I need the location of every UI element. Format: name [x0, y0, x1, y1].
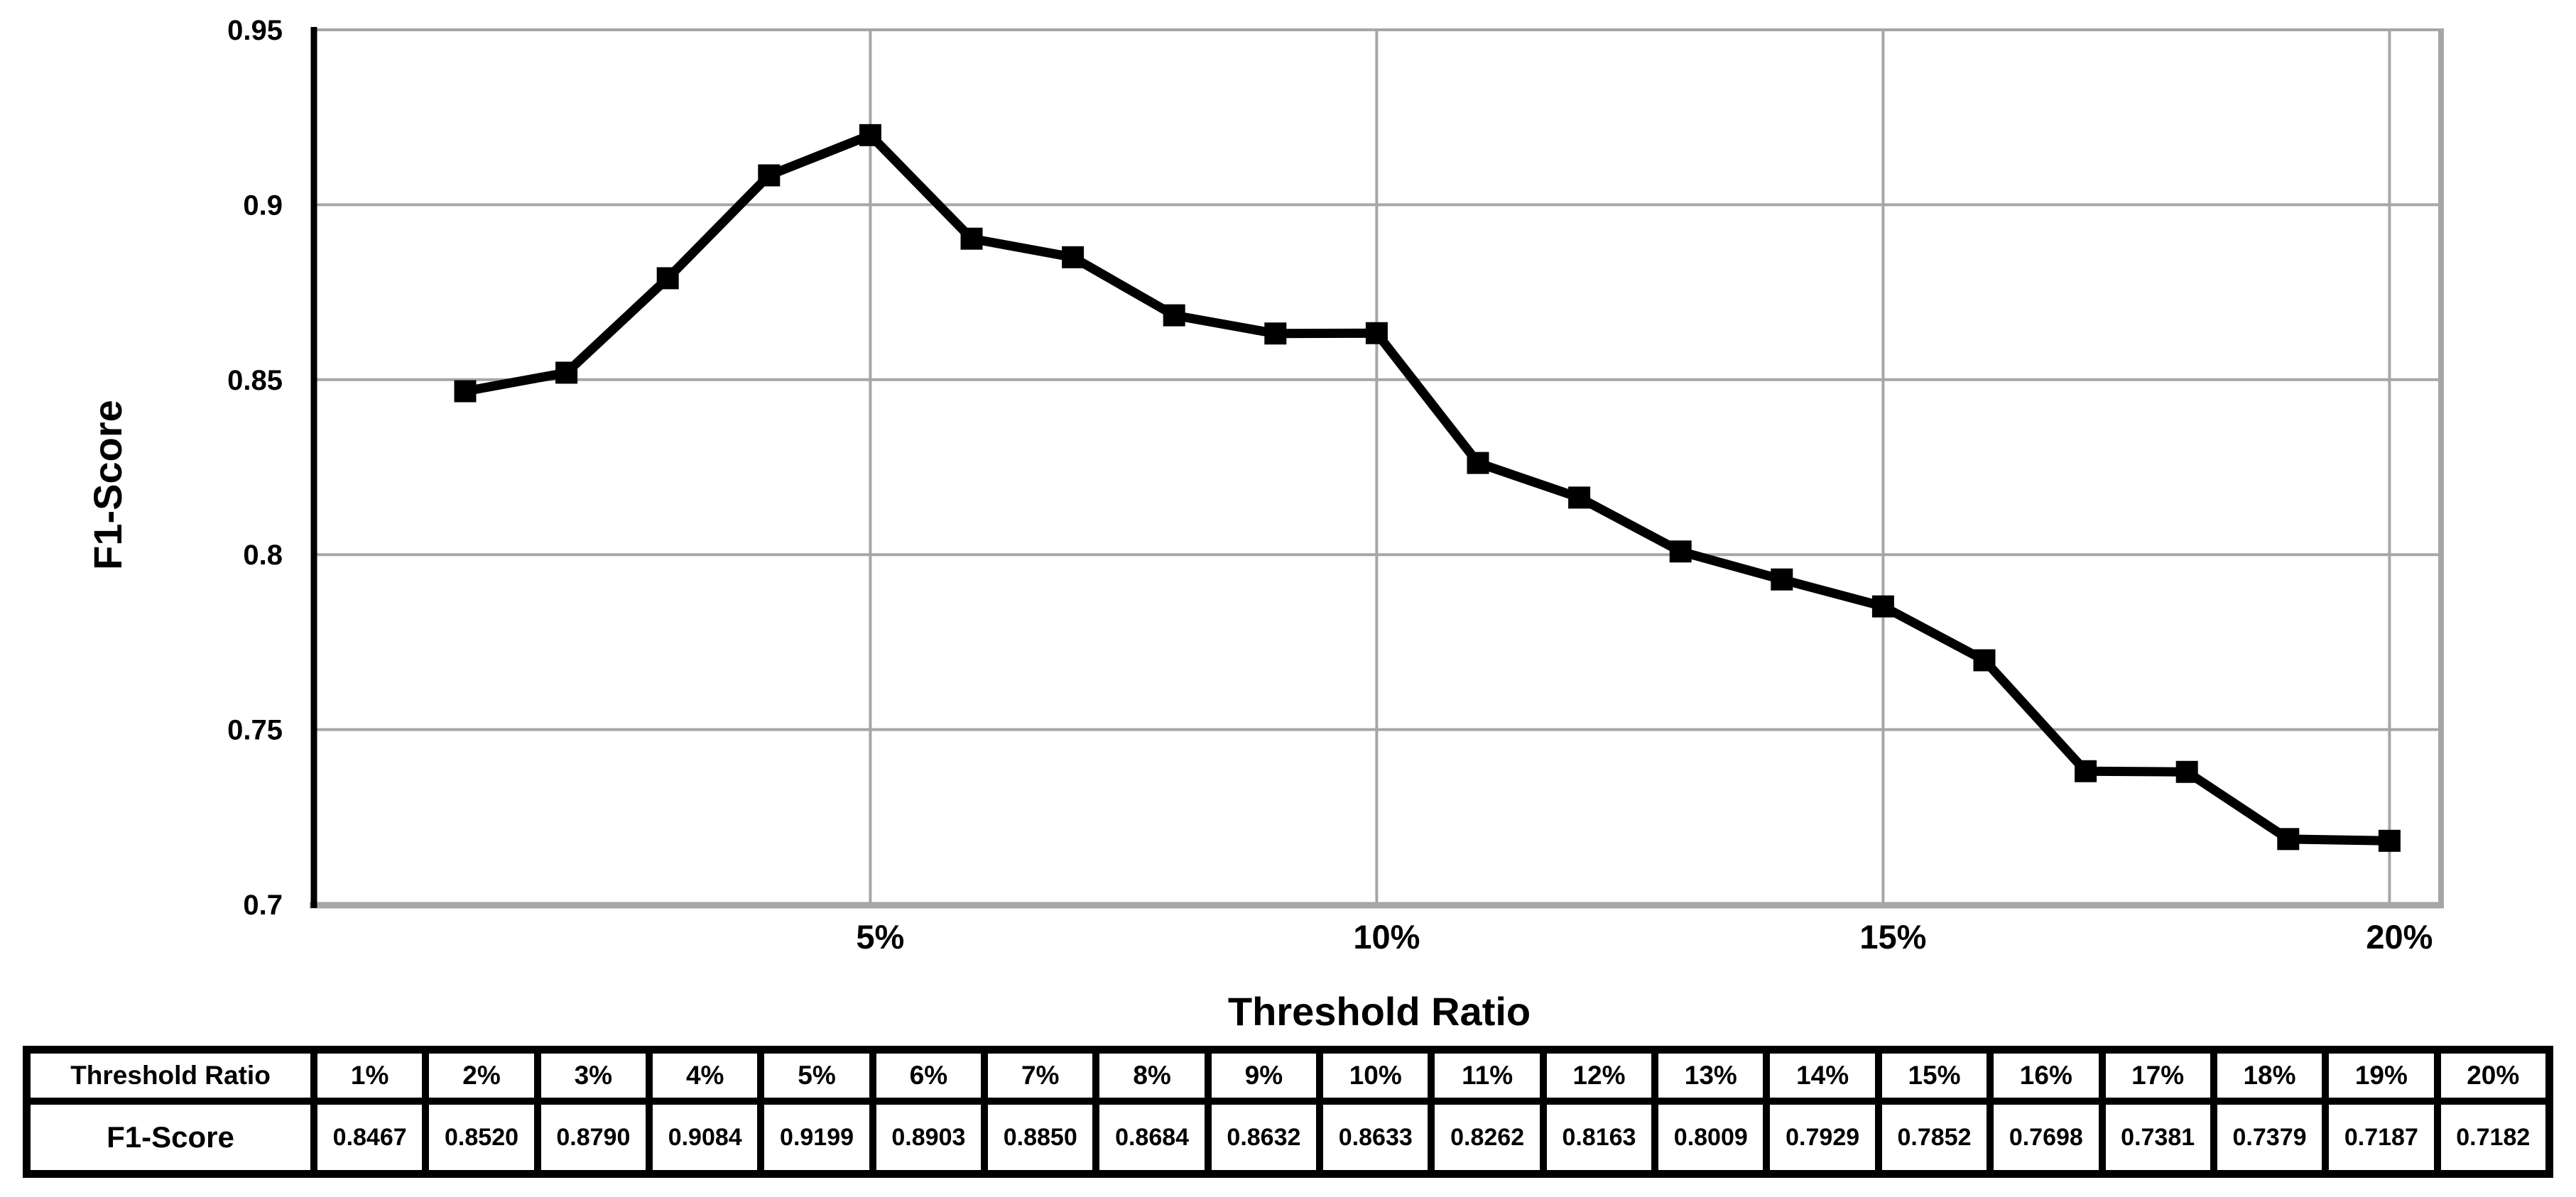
value-cell: 0.8633: [1320, 1101, 1432, 1174]
value-cell: 0.7852: [1878, 1101, 1991, 1174]
data-point-marker: [2378, 829, 2401, 852]
value-cell: 0.8163: [1543, 1101, 1656, 1174]
y-tick-label: 0.85: [227, 365, 283, 396]
column-header-cell: 12%: [1543, 1050, 1656, 1101]
value-cell: 0.8009: [1655, 1101, 1767, 1174]
value-cell: 0.7379: [2213, 1101, 2326, 1174]
column-header-cell: 1%: [314, 1050, 426, 1101]
y-tick-label: 0.7: [243, 890, 283, 921]
tick-labels: 0.95 0.9 0.85 0.8 0.75 0.7 5% 10% 15% 20%: [227, 15, 2433, 956]
data-point-marker: [1467, 452, 1489, 474]
value-cell: 0.8850: [984, 1101, 1097, 1174]
value-cell: 0.9199: [761, 1101, 873, 1174]
column-header-cell: 2%: [425, 1050, 538, 1101]
series-line: [460, 130, 2394, 846]
column-header-cell: 18%: [2213, 1050, 2326, 1101]
column-header-cell: 10%: [1320, 1050, 1432, 1101]
column-header-cell: 17%: [2102, 1050, 2214, 1101]
x-tick-label: 15%: [1859, 918, 1926, 956]
column-header-cell: 9%: [1207, 1050, 1320, 1101]
data-point-marker: [555, 361, 578, 384]
axes: [310, 27, 2444, 909]
data-point-marker: [2075, 760, 2097, 782]
column-header-cell: 13%: [1655, 1050, 1767, 1101]
column-header-cell: 4%: [649, 1050, 761, 1101]
column-header-cell: 19%: [2325, 1050, 2438, 1101]
value-cell: 0.8632: [1207, 1101, 1320, 1174]
data-point-marker: [1163, 304, 1185, 327]
data-point-marker: [1568, 486, 1591, 509]
data-point-marker: [1973, 649, 1996, 672]
data-point-marker: [1062, 246, 1085, 268]
value-cell: 0.8684: [1096, 1101, 1208, 1174]
value-cell: 0.8467: [314, 1101, 426, 1174]
value-cell: 0.7929: [1766, 1101, 1879, 1174]
value-cell: 0.8790: [537, 1101, 650, 1174]
gridlines: [314, 28, 2441, 902]
column-header-cell: 8%: [1096, 1050, 1208, 1101]
value-cell: 0.7182: [2437, 1101, 2549, 1174]
x-tick-label: 20%: [2366, 918, 2433, 956]
value-cell: 0.7381: [2102, 1101, 2214, 1174]
value-cell: 0.8262: [1431, 1101, 1543, 1174]
data-point-marker: [1871, 595, 1894, 618]
column-header-cell: 14%: [1766, 1050, 1879, 1101]
column-header-cell: 20%: [2437, 1050, 2549, 1101]
value-cell: 0.8520: [425, 1101, 538, 1174]
data-table: Threshold Ratio 1% 2% 3% 4% 5% 6% 7% 8% 9% 10% 11% 1…: [23, 1046, 2553, 1178]
data-point-marker: [960, 227, 983, 250]
value-cell: 0.9084: [649, 1101, 761, 1174]
y-tick-label: 0.9: [243, 190, 283, 221]
column-header-cell: 15%: [1878, 1050, 1991, 1101]
y-tick-label: 0.95: [227, 15, 283, 46]
x-tick-label: 10%: [1353, 918, 1420, 956]
data-point-marker: [758, 164, 781, 187]
y-tick-label: 0.8: [243, 540, 283, 571]
column-header-cell: 7%: [984, 1050, 1097, 1101]
row-header-f1-score: F1-Score: [27, 1101, 314, 1174]
y-axis-title: F1-Score: [85, 400, 130, 570]
table-header-row: Threshold Ratio 1% 2% 3% 4% 5% 6% 7% 8% 9% 10% 11% 1…: [27, 1050, 2549, 1101]
value-cell: 0.7187: [2325, 1101, 2438, 1174]
row-header-threshold-ratio: Threshold Ratio: [27, 1050, 314, 1101]
column-header-cell: 16%: [1990, 1050, 2102, 1101]
data-point-marker: [454, 380, 477, 403]
data-point-marker: [2277, 828, 2300, 851]
data-series: [454, 124, 2401, 852]
data-point-marker: [1365, 322, 1388, 344]
table-value-row: F1-Score 0.8467 0.8520 0.8790 0.9084 0.9199 0.…: [27, 1101, 2549, 1174]
value-cell: 0.8903: [872, 1101, 985, 1174]
y-tick-label: 0.75: [227, 715, 283, 746]
value-cell: 0.7698: [1990, 1101, 2102, 1174]
data-point-marker: [1264, 322, 1287, 345]
column-header-cell: 6%: [872, 1050, 985, 1101]
data-point-marker: [859, 124, 881, 146]
data-point-marker: [1669, 540, 1692, 563]
x-axis-title: Threshold Ratio: [1228, 989, 1531, 1034]
column-header-cell: 3%: [537, 1050, 650, 1101]
column-header-cell: 5%: [761, 1050, 873, 1101]
data-point-marker: [2175, 760, 2198, 783]
x-tick-label: 5%: [856, 918, 904, 956]
data-point-marker: [656, 267, 679, 290]
data-point-marker: [1771, 568, 1793, 591]
column-header-cell: 11%: [1431, 1050, 1543, 1101]
